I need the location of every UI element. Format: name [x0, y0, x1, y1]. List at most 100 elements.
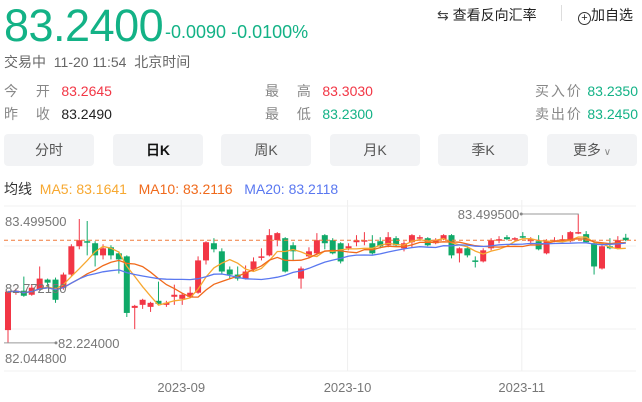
- tab-intraday[interactable]: 分时: [4, 134, 94, 166]
- stat-label: 最 高: [265, 83, 318, 99]
- candle-body: [377, 241, 384, 247]
- legend-ma10: MA10: 83.2116: [138, 181, 233, 197]
- candle-body: [84, 241, 91, 243]
- candle-body: [488, 240, 495, 249]
- stat-label: 昨 收: [4, 106, 57, 122]
- tab-daily-k[interactable]: 日K: [113, 134, 203, 166]
- candle-body: [408, 235, 415, 243]
- change-percent: -0.0100%: [231, 22, 309, 42]
- stat-label: 买入价: [534, 83, 583, 99]
- candle-body: [567, 232, 574, 242]
- candle-body: [171, 294, 178, 297]
- candle-body: [503, 237, 510, 240]
- candle-body: [250, 261, 257, 270]
- reverse-rate-button[interactable]: ⇆ 查看反向汇率: [437, 5, 537, 25]
- candle-body: [591, 243, 598, 267]
- stat-value: 83.2645: [61, 83, 112, 99]
- tab-more[interactable]: 更多 ∨: [547, 134, 637, 166]
- candle-body: [575, 232, 582, 234]
- timestamp: 11-20 11:54: [53, 54, 127, 70]
- candle-body: [100, 248, 107, 256]
- candle-body: [282, 238, 289, 272]
- min-marker-dot: [54, 341, 58, 345]
- y-tick-label: 82.772150: [5, 281, 66, 296]
- stat-value: 83.3030: [322, 83, 373, 99]
- candle-body: [385, 237, 392, 246]
- y-tick-label: 82.044800: [5, 351, 66, 366]
- ma5-line: [7, 236, 626, 306]
- add-watchlist-button[interactable]: + 加自选: [578, 5, 633, 25]
- stat-open: 今 开 83.2645: [4, 81, 112, 101]
- divider: [561, 5, 562, 21]
- max-marker-label: 83.499500: [458, 207, 519, 222]
- candle-body: [496, 239, 503, 241]
- candle-body: [274, 233, 281, 241]
- candle-body: [131, 305, 138, 308]
- candle-body: [36, 278, 43, 290]
- candle-body: [298, 268, 305, 279]
- candle-body: [44, 279, 51, 283]
- candle-body: [163, 302, 170, 305]
- current-price: 83.2400: [4, 0, 164, 51]
- stat-label: 今 开: [4, 83, 57, 99]
- legend-ma5: MA5: 83.1641: [39, 181, 127, 197]
- add-watchlist-label: 加自选: [591, 7, 633, 23]
- stat-value: 83.2450: [587, 106, 638, 122]
- candle-body: [622, 237, 629, 241]
- candle-body: [203, 242, 209, 261]
- stat-bid: 买入价 83.2350: [535, 81, 638, 101]
- min-marker-label: 82.224000: [58, 336, 119, 351]
- candle-body: [472, 260, 479, 262]
- price-change: -0.0090 -0.0100%: [165, 22, 308, 43]
- status-text: 交易中: [4, 54, 46, 70]
- candle-body: [353, 240, 360, 243]
- candle-body: [76, 240, 83, 247]
- x-tick-label: 2023-11: [498, 380, 545, 395]
- chevron-down-icon: ∨: [600, 147, 612, 158]
- swap-icon: ⇆: [437, 7, 453, 23]
- tab-monthly-k[interactable]: 月K: [330, 134, 420, 166]
- legend-ma20: MA20: 83.2118: [244, 181, 339, 197]
- tab-quarterly-k[interactable]: 季K: [438, 134, 528, 166]
- candle-body: [258, 256, 265, 258]
- candle-body: [226, 269, 233, 275]
- timezone: 北京时间: [134, 54, 191, 70]
- candle-body: [599, 246, 605, 269]
- candle-body: [329, 240, 336, 254]
- stat-prev-close: 昨 收 83.2490: [4, 104, 112, 124]
- candle-body: [583, 234, 590, 243]
- candle-body: [337, 243, 344, 262]
- y-tick-label: 83.499500: [5, 214, 66, 229]
- ma-legend: 均线 MA5: 83.1641 MA10: 83.2116 MA20: 83.2…: [4, 179, 338, 199]
- candle-body: [179, 294, 186, 299]
- candle-body: [155, 300, 162, 304]
- stat-value: 83.2300: [322, 106, 373, 122]
- reverse-rate-label: 查看反向汇率: [452, 7, 537, 23]
- ma10-line: [7, 238, 626, 298]
- candle-body: [519, 236, 526, 238]
- candlestick-chart[interactable]: 2023-09 2023-10 2023-11 83.499500 82.772150…: [0, 200, 642, 402]
- legend-title: 均线: [4, 181, 32, 197]
- candle-body: [456, 248, 463, 254]
- candle-body: [115, 253, 122, 260]
- candle-body: [195, 260, 202, 293]
- stat-high: 最 高 83.3030: [265, 81, 373, 101]
- candle-body: [305, 251, 312, 257]
- candle-body: [440, 235, 447, 240]
- candle-body: [107, 247, 114, 256]
- ma20-line: [7, 242, 626, 294]
- candle-body: [416, 237, 423, 239]
- candle-body: [242, 271, 249, 279]
- candle-body: [266, 235, 273, 256]
- candle-body: [401, 243, 407, 249]
- stat-low: 最 低 83.2300: [265, 104, 373, 124]
- stat-ask: 卖出价 83.2450: [535, 104, 638, 124]
- candle-body: [60, 274, 67, 288]
- candle-body: [313, 240, 320, 254]
- candle-body: [218, 251, 225, 272]
- tab-weekly-k[interactable]: 周K: [221, 134, 311, 166]
- stat-value: 83.2350: [587, 83, 638, 99]
- candle-body: [139, 299, 146, 305]
- max-marker-dot: [519, 212, 523, 216]
- candle-body: [464, 248, 471, 256]
